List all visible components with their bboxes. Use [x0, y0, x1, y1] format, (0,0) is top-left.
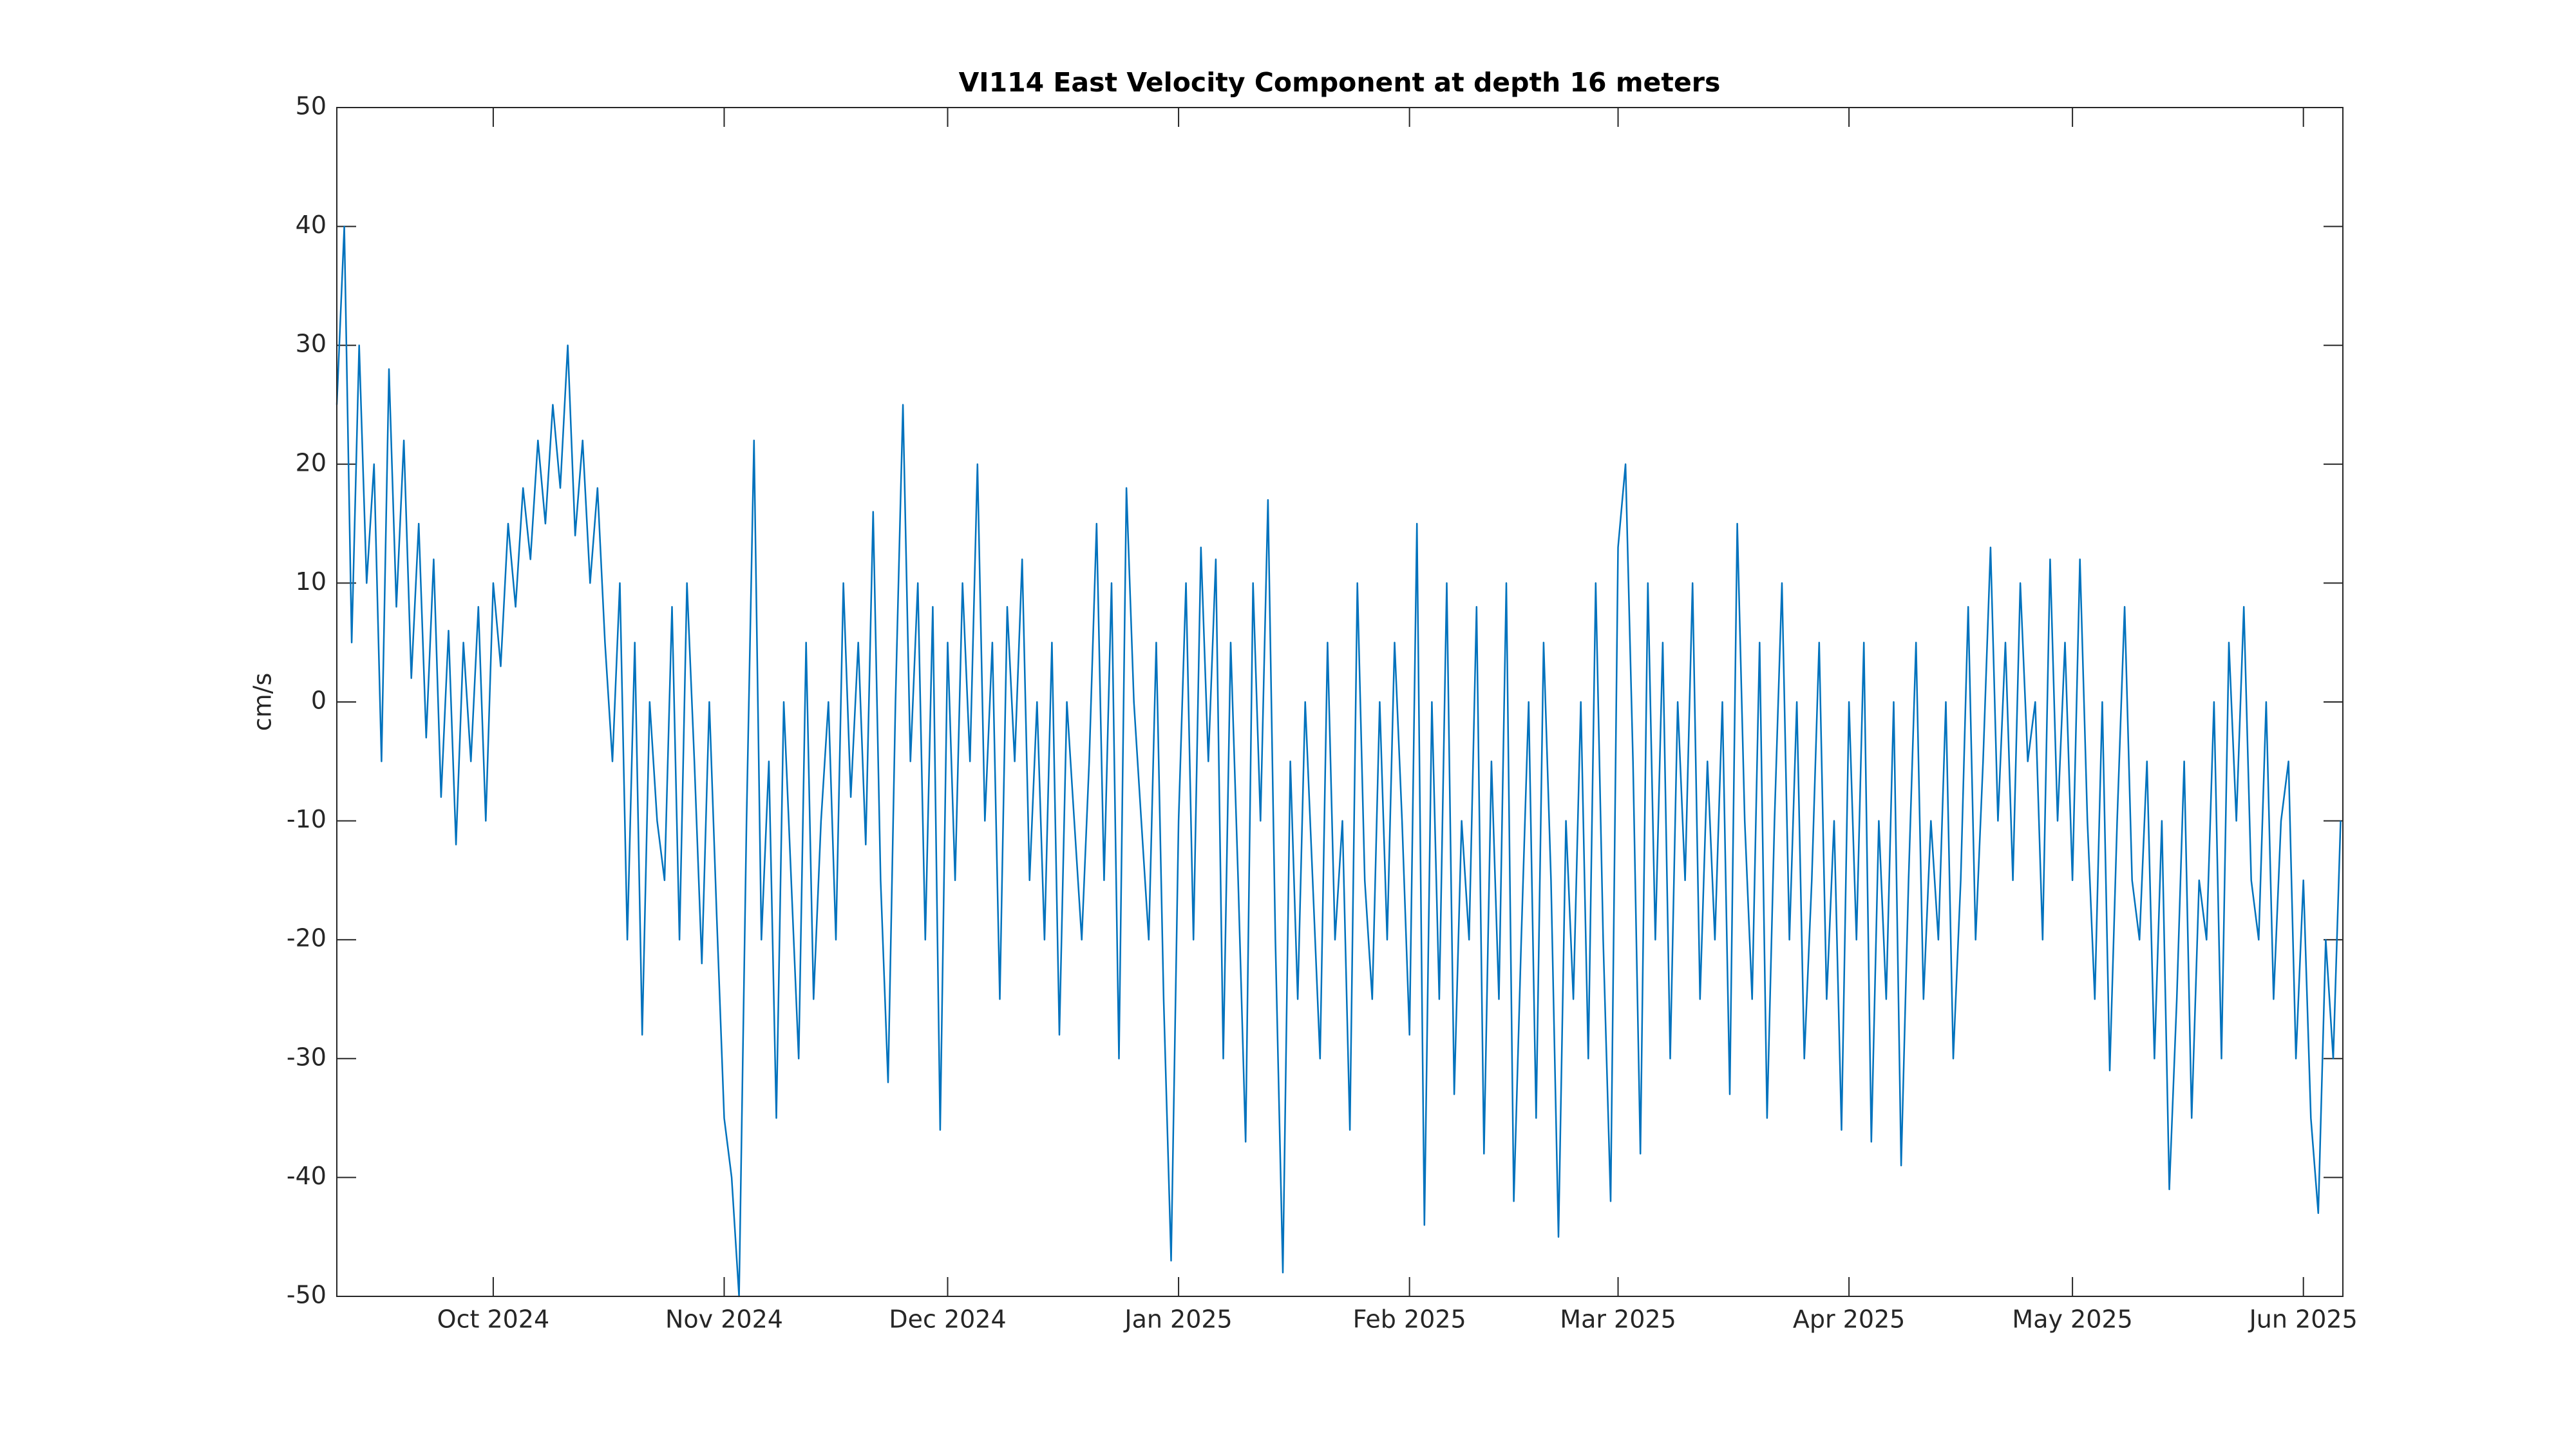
y-tick-label: 0: [311, 687, 327, 715]
y-tick-label: 50: [296, 92, 327, 120]
y-tick-label: -40: [287, 1162, 327, 1190]
chart-title: VI114 East Velocity Component at depth 1…: [959, 67, 1721, 98]
y-tick-label: -10: [287, 805, 327, 833]
y-tick-label: 40: [296, 211, 327, 239]
x-tick-label: Feb 2025: [1353, 1305, 1466, 1334]
y-axis-label: cm/s: [249, 673, 277, 732]
x-tick-label: Jan 2025: [1123, 1305, 1232, 1334]
y-tick-label: 20: [296, 448, 327, 477]
x-tick-label: Mar 2025: [1560, 1305, 1676, 1334]
x-tick-label: Dec 2024: [889, 1305, 1006, 1334]
plot-area: [337, 108, 2343, 1296]
x-tick-label: Jun 2025: [2248, 1305, 2358, 1334]
y-tick-label: 10: [296, 567, 327, 596]
x-tick-label: May 2025: [2012, 1305, 2132, 1334]
axes-box: [336, 107, 2344, 1297]
x-tick-label: Apr 2025: [1793, 1305, 1906, 1334]
y-tick-label: -50: [287, 1281, 327, 1309]
y-tick-label: -20: [287, 924, 327, 952]
x-tick-label: Nov 2024: [665, 1305, 783, 1334]
data-line: [336, 225, 2342, 1298]
y-tick-label: -30: [287, 1043, 327, 1071]
y-tick-label: 30: [296, 330, 327, 358]
x-tick-label: Oct 2024: [437, 1305, 550, 1334]
